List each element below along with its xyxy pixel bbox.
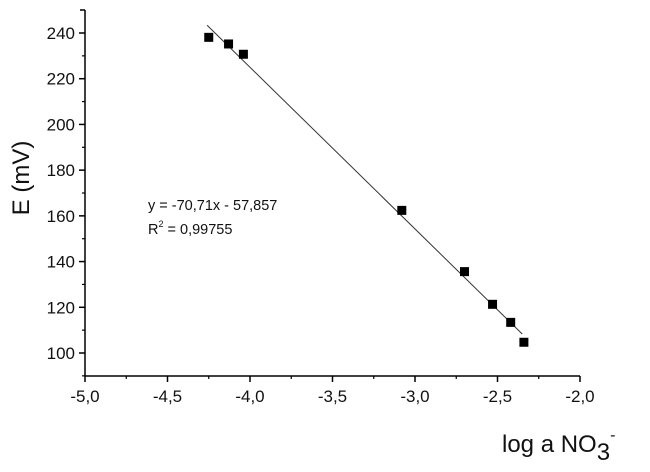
x-tick-label: -4,5: [153, 387, 182, 406]
x-tick-label: -2,5: [483, 387, 512, 406]
y-axis-title: E (mV): [8, 141, 35, 216]
equation-annotation: y = -70,71x - 57,857: [148, 198, 277, 214]
data-points: [204, 32, 529, 347]
x-tick-label: -5,0: [70, 387, 99, 406]
x-tick-label: -4,0: [235, 387, 264, 406]
r-squared-annotation: R2 = 0,99755: [148, 219, 232, 238]
y-tick-label: 140: [47, 253, 75, 272]
y-tick-label: 200: [47, 115, 75, 134]
y-tick-label: 180: [47, 161, 75, 180]
data-point-square: [506, 317, 516, 327]
data-point-square: [488, 299, 498, 309]
y-tick-label: 220: [47, 70, 75, 89]
data-point-square: [397, 205, 407, 215]
fit-line: [206, 24, 523, 335]
x-tick-label: -2,0: [565, 387, 594, 406]
data-point-square: [460, 267, 469, 277]
data-point-square: [204, 32, 214, 42]
data-point-square: [224, 39, 234, 49]
data-point-square: [238, 49, 248, 59]
y-tick-label: 240: [47, 24, 75, 43]
x-axis-title: log a NO3-: [502, 427, 615, 466]
data-point-square: [519, 337, 529, 347]
y-tick-label: 160: [47, 207, 75, 226]
x-axis-ticks: -5,0 -4,5 -4,0 -3,5 -3,0 -2,5 -2,0: [70, 376, 595, 406]
x-tick-label: -3,0: [400, 387, 429, 406]
y-tick-label: 100: [47, 344, 75, 363]
y-tick-label: 120: [47, 298, 75, 317]
x-tick-label: -3,5: [318, 387, 347, 406]
linear-fit-line: [206, 24, 523, 335]
y-axis-ticks: 100 120 140 160 180 200 220 240: [47, 24, 85, 377]
